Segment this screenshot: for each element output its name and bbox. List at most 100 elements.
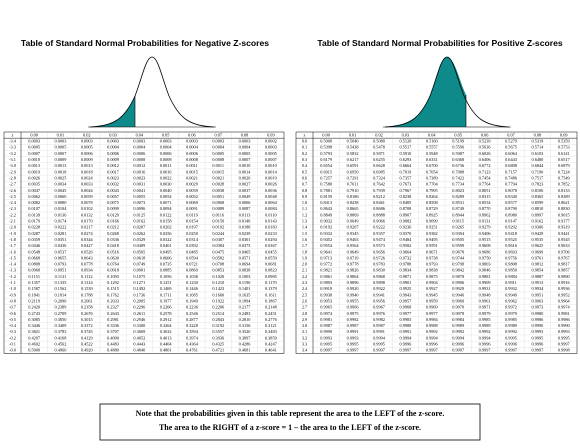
prob-cell: 0.0039: [186, 188, 198, 193]
prob-cell: 0.9616: [505, 243, 518, 248]
prob-cell: 0.8315: [479, 194, 491, 199]
prob-cell: 0.9920: [347, 286, 359, 291]
prob-cell: 0.3015: [81, 317, 93, 322]
prob-cell: 0.0222: [55, 225, 67, 230]
prob-cell: 0.0069: [186, 200, 198, 205]
z-cell: 1.9: [302, 255, 307, 260]
prob-cell: 0.0516: [107, 249, 120, 254]
prob-cell: 0.7157: [505, 169, 518, 174]
prob-cell: 0.9973: [531, 305, 543, 310]
prob-cell: 0.6700: [426, 163, 438, 168]
prob-cell: 0.7967: [399, 188, 412, 193]
prob-cell: 0.1151: [28, 274, 40, 279]
header-cell: 0.09: [560, 132, 568, 137]
prob-cell: 0.9599: [452, 243, 464, 248]
z-cell: -3.2: [9, 151, 16, 156]
z-cell: -0.5: [9, 317, 16, 322]
prob-cell: 0.9997: [505, 348, 518, 353]
prob-cell: 0.5040: [347, 139, 359, 144]
prob-cell: 0.6331: [426, 157, 438, 162]
prob-cell: 0.2578: [160, 311, 172, 316]
prob-cell: 0.9998: [558, 348, 570, 353]
prob-cell: 0.4364: [186, 342, 199, 347]
prob-cell: 0.0009: [55, 157, 67, 162]
prob-cell: 0.9854: [531, 268, 544, 273]
prob-cell: 0.0014: [239, 169, 252, 174]
prob-cell: 0.8051: [479, 188, 491, 193]
prob-cell: 0.9868: [373, 274, 385, 279]
prob-cell: 0.9987: [320, 323, 333, 328]
prob-cell: 0.9980: [531, 311, 543, 316]
prob-cell: 0.0005: [239, 151, 251, 156]
prob-cell: 0.5753: [558, 145, 570, 150]
prob-cell: 0.0336: [107, 237, 120, 242]
prob-cell: 0.0003: [28, 139, 40, 144]
prob-cell: 0.2483: [239, 311, 251, 316]
z-cell: -2.5: [9, 194, 16, 199]
prob-cell: 0.0207: [133, 225, 146, 230]
prob-cell: 0.4801: [160, 348, 172, 353]
prob-cell: 0.7549: [558, 175, 570, 180]
prob-cell: 0.0808: [28, 262, 40, 267]
prob-cell: 0.7939: [373, 188, 385, 193]
prob-cell: 0.9957: [399, 298, 412, 303]
prob-cell: 0.4681: [239, 348, 251, 353]
prob-cell: 0.3745: [81, 329, 93, 334]
prob-cell: 0.2090: [55, 298, 67, 303]
z-cell: -0.6: [9, 311, 17, 316]
prob-cell: 0.9992: [479, 329, 491, 334]
prob-cell: 0.8577: [505, 200, 518, 205]
prob-cell: 0.9997: [531, 348, 544, 353]
prob-cell: 0.0024: [81, 175, 94, 180]
prob-cell: 0.9995: [347, 342, 359, 347]
prob-cell: 0.9992: [426, 329, 438, 334]
prob-cell: 0.0047: [28, 188, 41, 193]
prob-cell: 0.0192: [212, 225, 224, 230]
z-cell: 1.7: [302, 243, 308, 248]
prob-cell: 0.3228: [186, 323, 198, 328]
prob-cell: 0.3409: [55, 323, 67, 328]
prob-cell: 0.0049: [239, 194, 251, 199]
prob-cell: 0.1736: [133, 292, 146, 297]
prob-cell: 0.4880: [107, 348, 119, 353]
prob-cell: 0.0071: [160, 200, 172, 205]
prob-cell: 0.0016: [133, 169, 146, 174]
prob-cell: 0.0038: [212, 188, 224, 193]
prob-cell: 0.9345: [347, 231, 359, 236]
prob-cell: 0.0559: [265, 255, 277, 260]
prob-cell: 0.0091: [186, 206, 198, 211]
prob-cell: 0.6772: [479, 163, 491, 168]
prob-cell: 0.9984: [426, 317, 439, 322]
z-cell: -0.7: [9, 305, 17, 310]
prob-cell: 0.0025: [55, 175, 67, 180]
prob-cell: 0.6368: [452, 157, 464, 162]
prob-cell: 0.9678: [452, 249, 464, 254]
prob-cell: 0.3446: [28, 323, 41, 328]
prob-cell: 0.9982: [347, 317, 359, 322]
prob-cell: 0.5239: [479, 139, 491, 144]
prob-cell: 0.5636: [479, 145, 492, 150]
prob-cell: 0.0003: [265, 145, 277, 150]
prob-cell: 0.8665: [347, 206, 359, 211]
z-cell: -0.2: [9, 335, 16, 340]
prob-cell: 0.9990: [558, 323, 570, 328]
z-cell: -3.0: [9, 163, 16, 168]
prob-cell: 0.8729: [426, 206, 438, 211]
prob-cell: 0.6443: [505, 157, 517, 162]
header-cell: 0.05: [454, 132, 462, 137]
prob-cell: 0.9981: [320, 317, 332, 322]
prob-cell: 0.9875: [426, 274, 438, 279]
prob-cell: 0.9429: [531, 231, 543, 236]
header-cell: 0.05: [162, 132, 170, 137]
prob-cell: 0.0004: [107, 145, 120, 150]
prob-cell: 0.0018: [81, 169, 93, 174]
prob-cell: 0.1492: [133, 286, 145, 291]
prob-cell: 0.9993: [531, 329, 543, 334]
prob-cell: 0.9032: [320, 219, 332, 224]
prob-cell: 0.1423: [212, 286, 224, 291]
prob-cell: 0.9996: [399, 342, 412, 347]
prob-cell: 0.4052: [133, 335, 145, 340]
prob-cell: 0.2676: [81, 311, 94, 316]
prob-cell: 0.0013: [28, 163, 40, 168]
prob-cell: 0.0005: [28, 145, 40, 150]
